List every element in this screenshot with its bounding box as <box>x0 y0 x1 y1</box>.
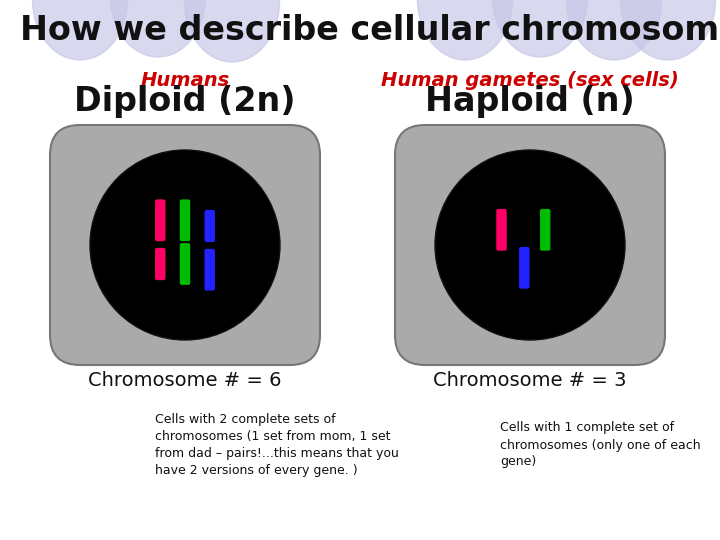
Circle shape <box>435 150 625 340</box>
Text: Cells with 2 complete sets of
chromosomes (1 set from mom, 1 set
from dad – pair: Cells with 2 complete sets of chromosome… <box>155 413 399 477</box>
Ellipse shape <box>567 0 662 60</box>
Ellipse shape <box>110 0 205 57</box>
Text: Haploid (n): Haploid (n) <box>425 85 635 118</box>
Text: Cells with 1 complete set of
chromosomes (only one of each
gene): Cells with 1 complete set of chromosomes… <box>500 422 701 469</box>
Ellipse shape <box>184 0 279 62</box>
Ellipse shape <box>621 0 716 60</box>
FancyBboxPatch shape <box>395 125 665 365</box>
FancyBboxPatch shape <box>496 209 507 251</box>
Text: Chromosome # = 3: Chromosome # = 3 <box>433 370 626 389</box>
FancyBboxPatch shape <box>180 199 190 241</box>
FancyBboxPatch shape <box>155 248 166 280</box>
FancyBboxPatch shape <box>204 210 215 242</box>
FancyBboxPatch shape <box>155 199 166 241</box>
Text: Chromosome # = 6: Chromosome # = 6 <box>89 370 282 389</box>
FancyBboxPatch shape <box>50 125 320 365</box>
Circle shape <box>90 150 280 340</box>
Text: How we describe cellular chromosome number: How we describe cellular chromosome numb… <box>20 14 720 46</box>
Ellipse shape <box>418 0 513 60</box>
FancyBboxPatch shape <box>204 249 215 291</box>
Ellipse shape <box>492 0 588 57</box>
Ellipse shape <box>32 0 127 60</box>
Text: Human gametes (sex cells): Human gametes (sex cells) <box>381 71 679 90</box>
Text: Humans: Humans <box>140 71 230 90</box>
FancyBboxPatch shape <box>180 243 190 285</box>
FancyBboxPatch shape <box>519 247 529 289</box>
FancyBboxPatch shape <box>540 209 550 251</box>
Text: Diploid (2n): Diploid (2n) <box>74 85 296 118</box>
